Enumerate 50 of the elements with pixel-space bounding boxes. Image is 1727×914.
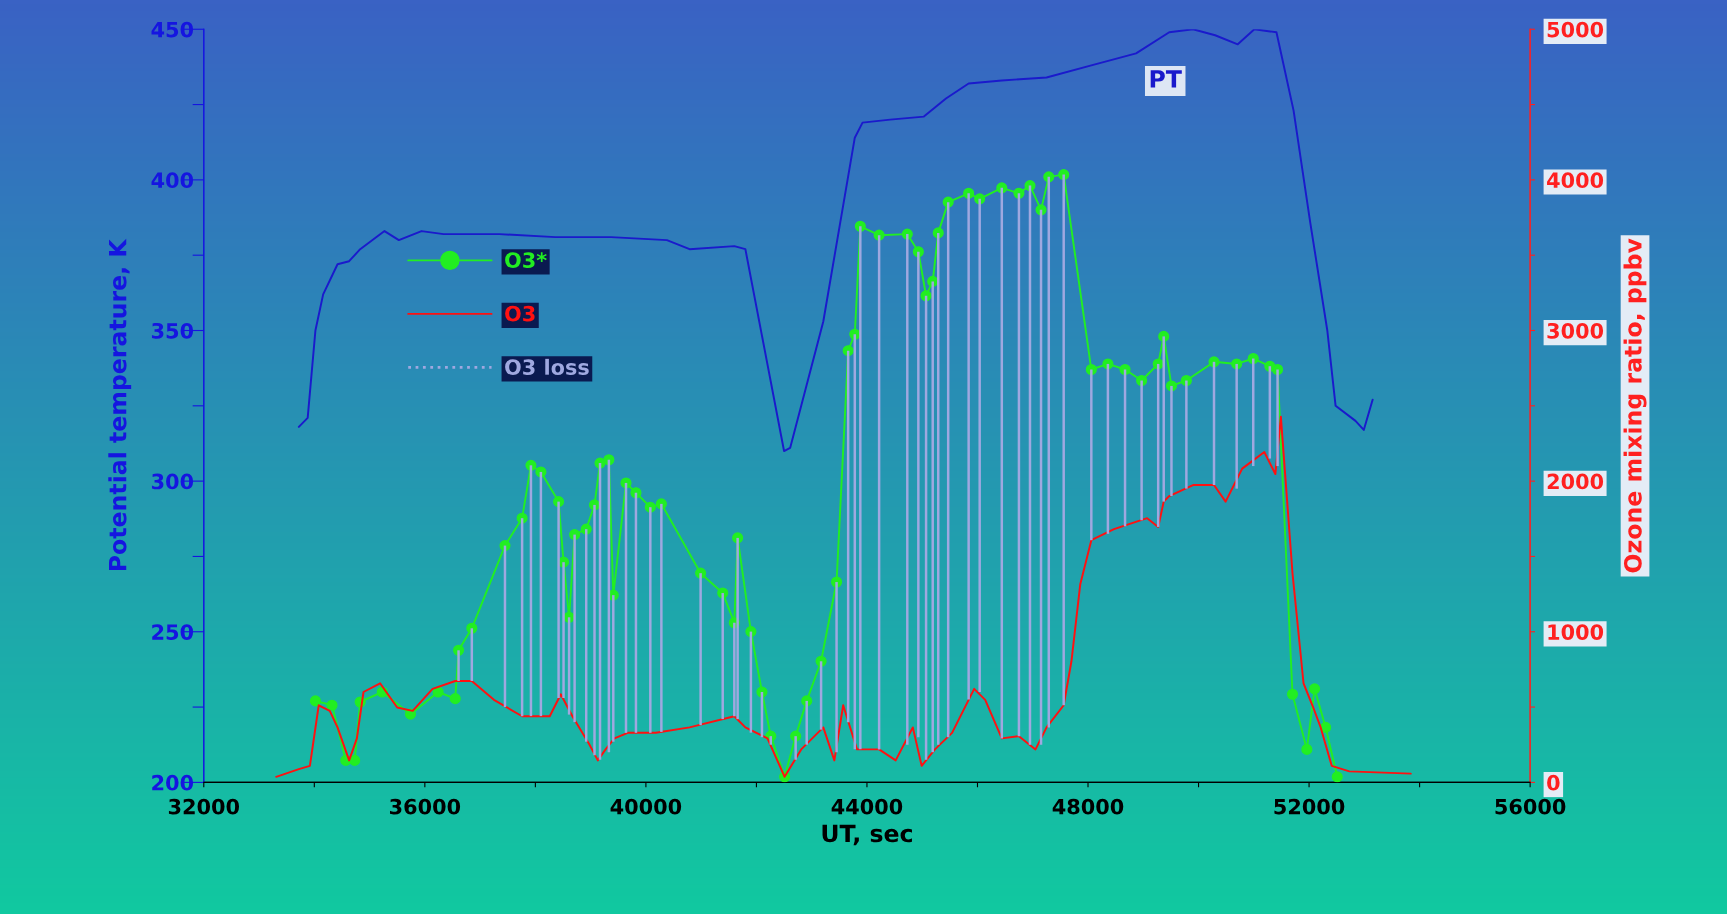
y2-tick-label: 0	[1547, 774, 1560, 791]
bar	[660, 503, 663, 732]
bar	[649, 507, 652, 733]
x-tick-label: 36000	[390, 798, 461, 815]
bar	[917, 251, 920, 738]
bar	[1276, 369, 1279, 467]
legend-label: O3	[505, 305, 535, 322]
y-tick-label: 450	[151, 21, 194, 38]
y2-tick-label: 1000	[1548, 624, 1604, 640]
bar	[736, 537, 739, 720]
series-label: PT	[1150, 70, 1182, 88]
bar	[978, 198, 981, 693]
x-tick-label: 44000	[831, 798, 903, 815]
legend-label: O3*	[505, 252, 547, 268]
bar	[794, 736, 797, 760]
bar	[1235, 363, 1238, 489]
y-tick-label: 200	[152, 774, 194, 791]
y2-tick-label: 4000	[1547, 172, 1604, 189]
bar	[805, 700, 808, 745]
x-tick-label: 40000	[610, 798, 682, 815]
legend-label: O3 loss	[505, 358, 589, 375]
bar	[699, 573, 702, 726]
bar	[1090, 369, 1093, 541]
y2-tick-label: 2000	[1547, 473, 1604, 490]
bar	[967, 193, 970, 700]
y-tick-label: 250	[152, 624, 194, 640]
y-tick-label: 400	[151, 172, 194, 189]
bar	[573, 534, 576, 723]
bar	[721, 593, 724, 720]
y-tick-label: 300	[151, 473, 194, 490]
y2-tick-label: 5000	[1547, 21, 1604, 38]
y2-axis-title: Ozone mixing ratio, ppbv	[1623, 238, 1647, 573]
x-axis-title: UT, sec	[822, 824, 912, 846]
bar	[859, 226, 862, 750]
x-tick-label: 32000	[168, 798, 240, 815]
bar	[612, 595, 615, 742]
line-series	[297, 29, 1374, 452]
x-tick-label: 48000	[1052, 798, 1124, 815]
x-tick-label: 56000	[1495, 798, 1566, 815]
y2-tick-label: 3000	[1547, 322, 1604, 339]
y-axis-title: Potential temperature, K	[108, 238, 132, 571]
bar	[1062, 174, 1065, 706]
bar	[1140, 380, 1143, 521]
bar	[457, 650, 460, 682]
bar	[1162, 336, 1165, 502]
bar	[557, 501, 560, 699]
x-tick-label: 52000	[1274, 798, 1345, 815]
y-tick-label: 350	[151, 322, 194, 339]
bar	[906, 234, 909, 745]
bar	[1185, 380, 1188, 489]
